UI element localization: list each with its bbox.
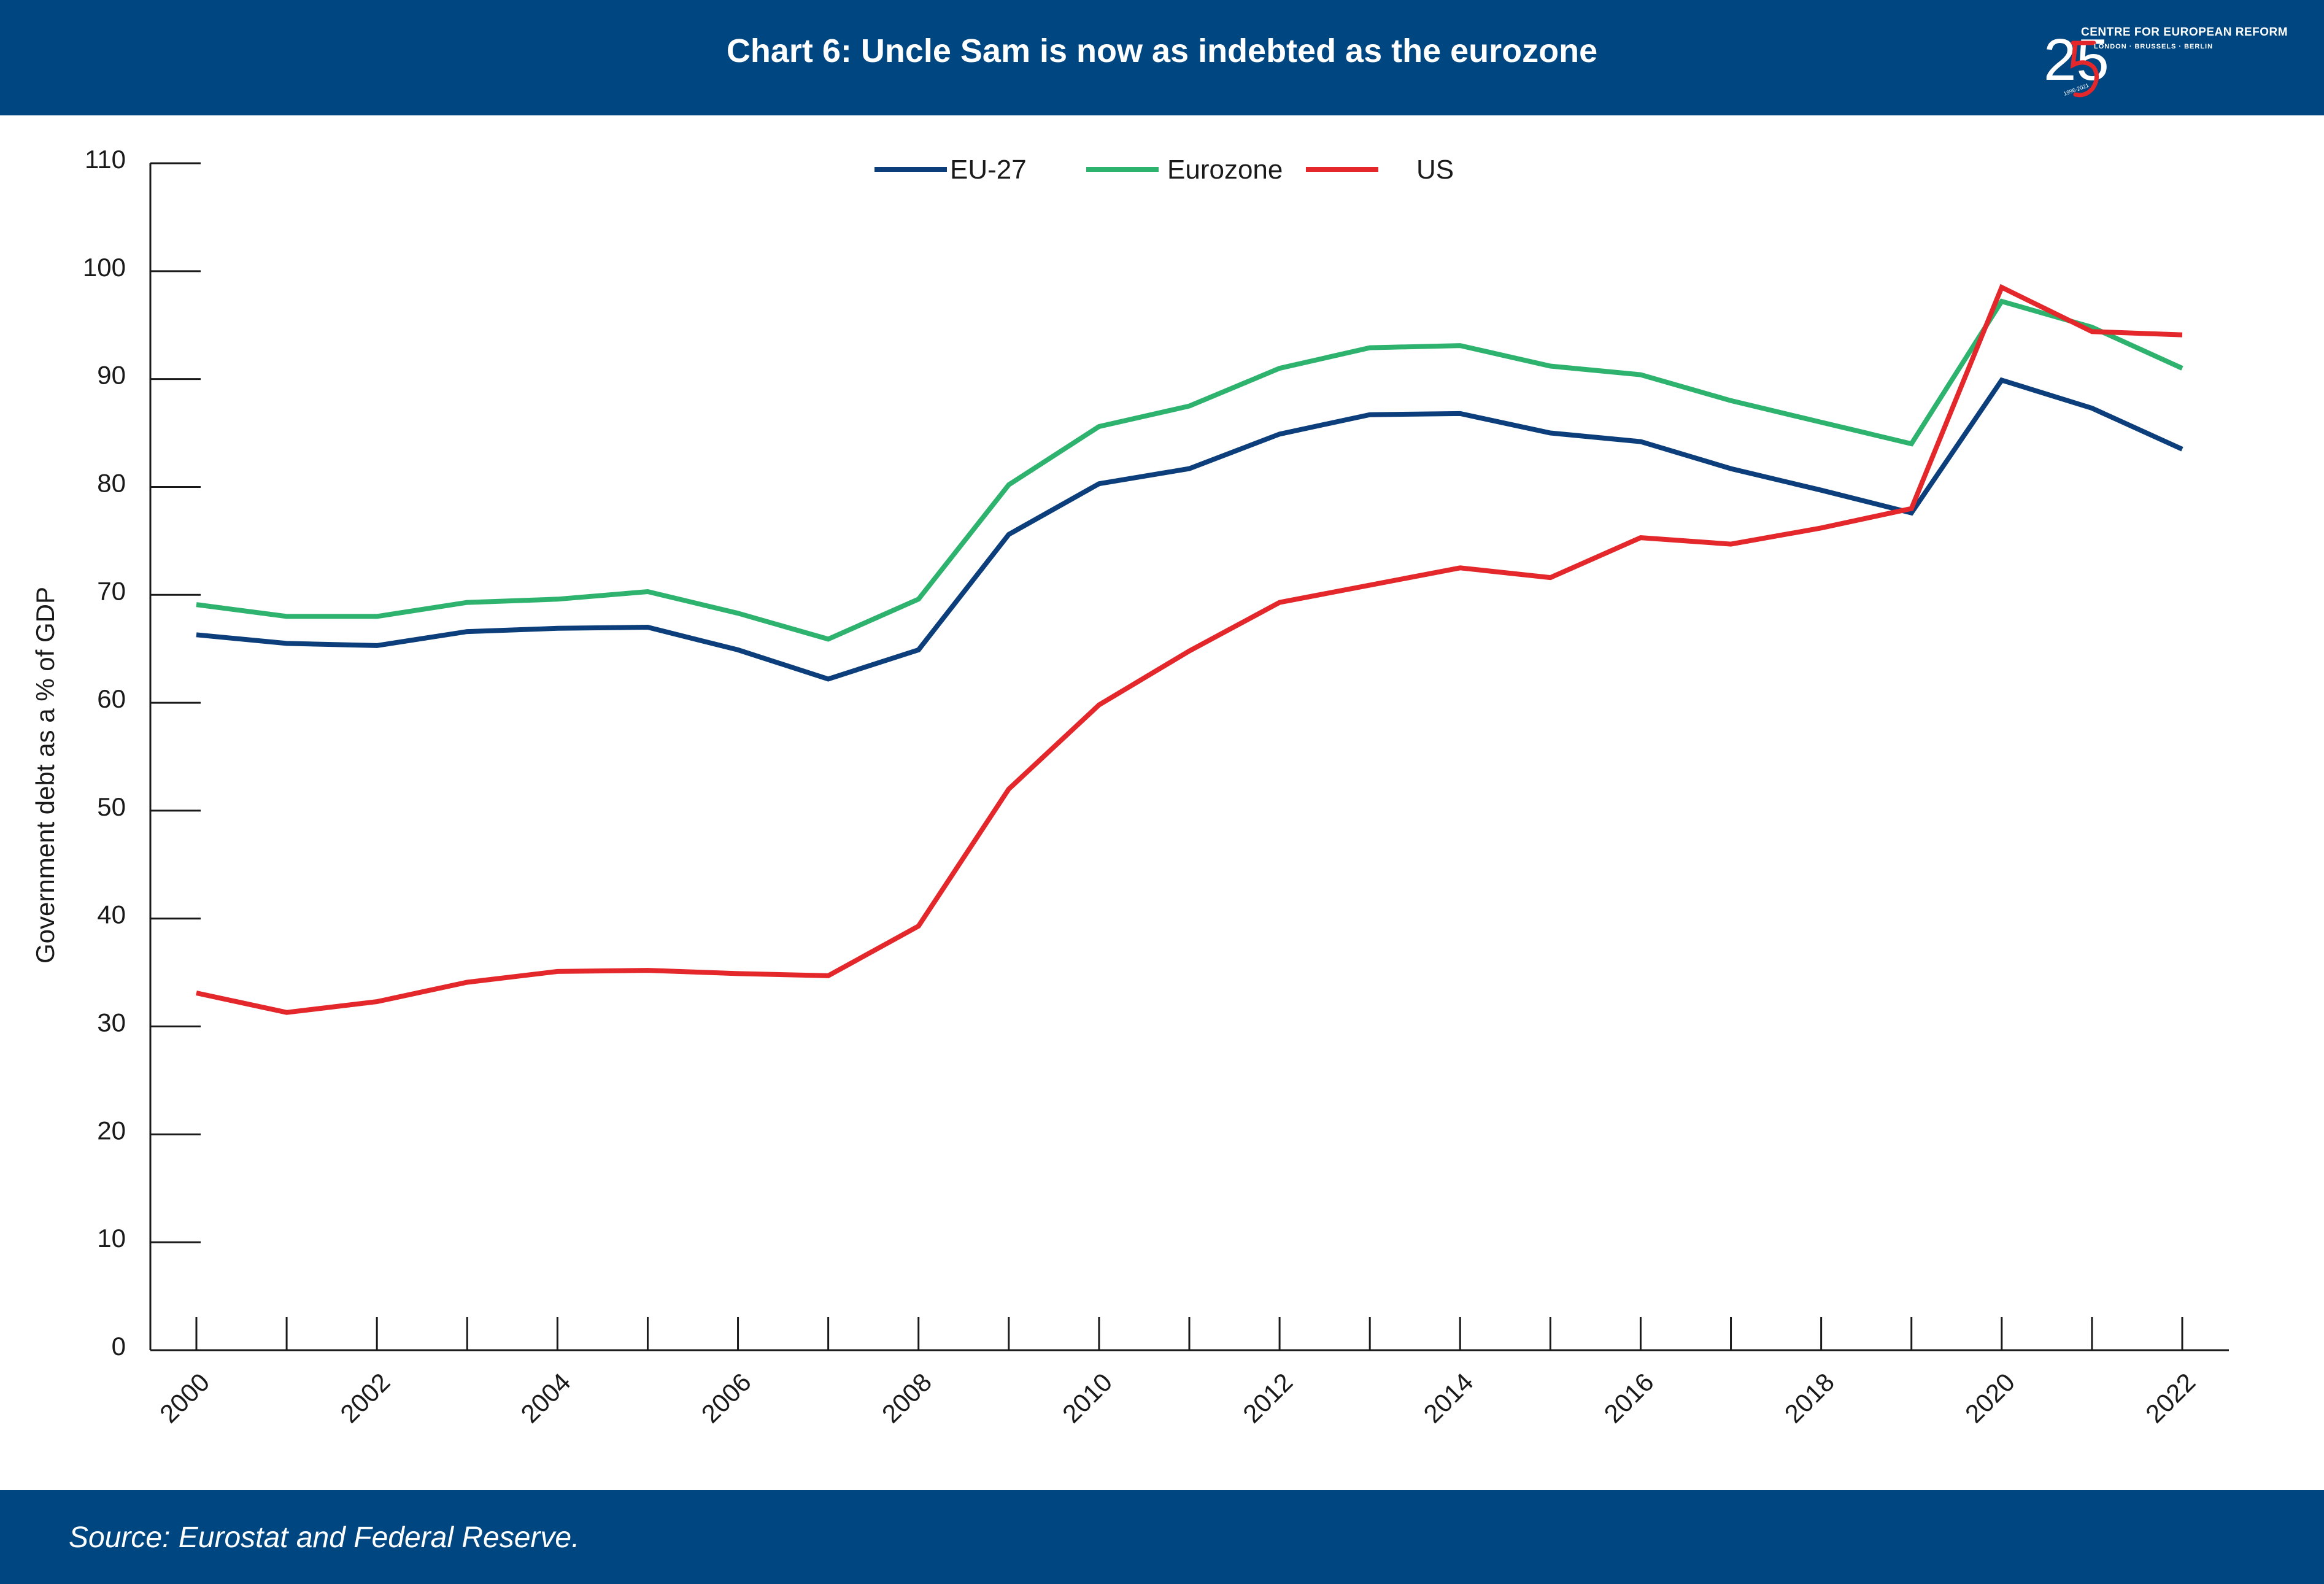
axes: 0 10 20 30 40 50 60 70 80 90 100 110 2000 2002 2004 200… [31,145,2229,1428]
y-axis-title: Government debt as a % of GDP [31,587,60,964]
x-tick-label: 2004 [515,1367,576,1428]
x-tick-label: 2022 [2140,1367,2201,1428]
x-tick-label: 2006 [696,1367,757,1428]
chart-header: Chart 6: Uncle Sam is now as indebted as… [0,0,2324,115]
y-tick-label: 100 [83,253,126,282]
series-line-us [196,284,2183,1015]
x-tick-label: 2002 [334,1367,395,1428]
source-note: Source: Eurostat and Federal Reserve. [69,1521,580,1554]
x-tick-label: 2000 [154,1367,215,1428]
cer-logo: 25 1996-2021 CENTRE FOR EUROPEAN REFORM … [2037,18,2288,104]
y-tick-label: 40 [97,900,126,929]
logo-name: CENTRE FOR EUROPEAN REFORM [2081,26,2288,39]
y-tick-label: 50 [97,792,126,821]
x-tick-label: 2020 [1959,1367,2020,1428]
y-tick-label: 70 [97,576,126,605]
y-tick-label: 90 [97,361,126,390]
logo-25-mark: 25 1996-2021 [2044,27,2109,98]
legend-label: EU-27 [950,155,1027,185]
series-line-eurozone [196,298,2183,642]
x-tick-label: 2014 [1418,1367,1478,1428]
chart-area: 0 10 20 30 40 50 60 70 80 90 100 110 2000 2002 2004 200… [0,115,2324,1490]
line-chart: 0 10 20 30 40 50 60 70 80 90 100 110 2000 2002 2004 200… [31,145,2229,1428]
x-tick-label: 2010 [1057,1367,1118,1428]
legend-label: Eurozone [1167,155,1283,185]
x-tick-label: 2012 [1237,1367,1298,1428]
legend-label: US [1416,155,1454,185]
series-line-eu-27 [196,377,2183,682]
y-tick-label: 80 [97,468,126,497]
y-tick-label: 60 [97,684,126,713]
chart-title: Chart 6: Uncle Sam is now as indebted as… [726,33,1598,69]
y-tick-label: 10 [97,1224,126,1253]
logo-cities: LONDON · BRUSSELS · BERLIN [2094,43,2214,50]
y-tick-label: 20 [97,1116,126,1145]
y-tick-label: 110 [85,145,126,174]
x-tick-label: 2008 [876,1367,937,1428]
chart-footer: Source: Eurostat and Federal Reserve. [0,1490,2324,1584]
legend: EU-27 Eurozone US [874,155,1454,185]
logo-mark-digit: 25 [2044,27,2109,93]
x-tick-label: 2016 [1599,1367,1659,1428]
y-tick-label: 0 [112,1332,126,1361]
series-lines [196,284,2183,1015]
y-tick-label: 30 [97,1008,126,1037]
x-tick-label: 2018 [1779,1367,1840,1428]
